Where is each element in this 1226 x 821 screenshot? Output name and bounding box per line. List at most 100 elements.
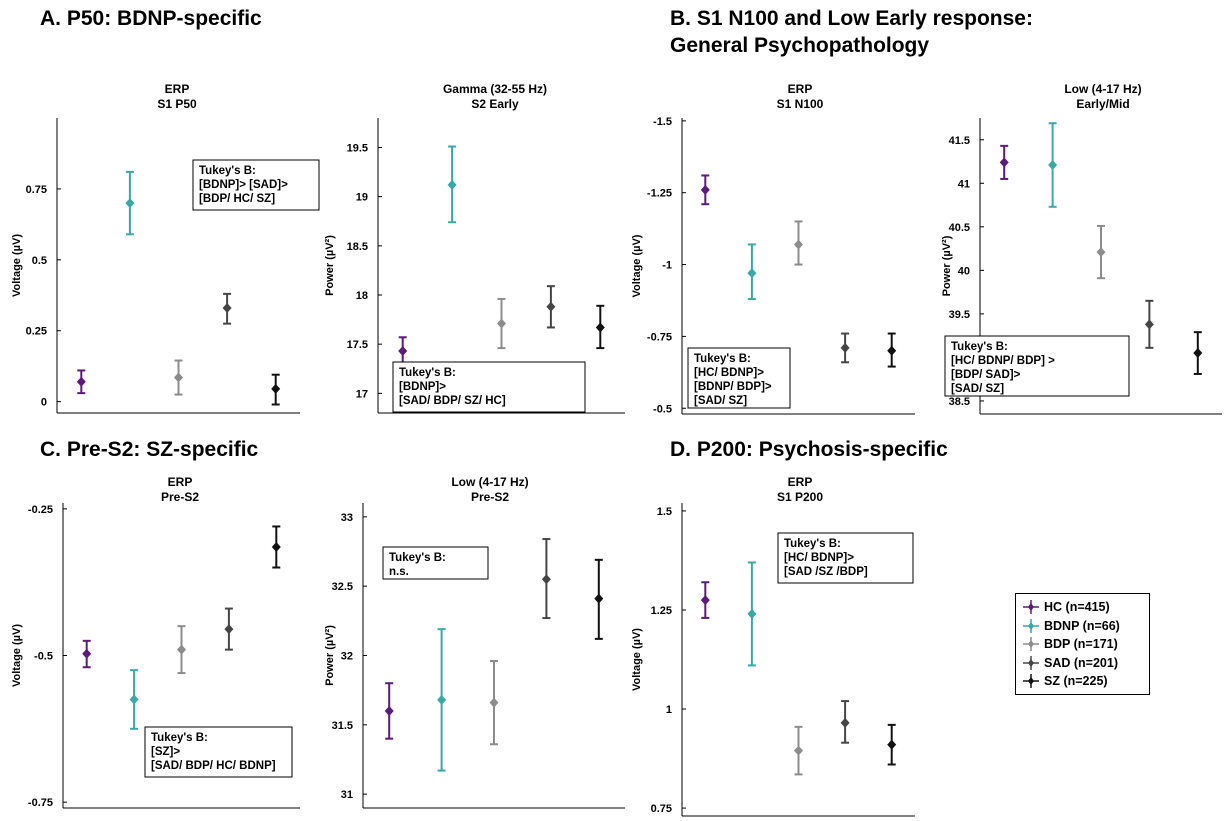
mean-marker bbox=[546, 301, 556, 312]
mean-marker bbox=[700, 184, 710, 195]
legend-label-sz: SZ (n=225) bbox=[1044, 674, 1108, 689]
data-point-hc bbox=[398, 336, 408, 366]
y-axis-label: Power (µV²) bbox=[324, 625, 336, 686]
mean-marker bbox=[497, 318, 506, 329]
annotation-line: Tukey's B: bbox=[389, 552, 446, 564]
data-point-sz bbox=[1193, 331, 1203, 375]
legend-label-bdp: BDP (n=171) bbox=[1044, 637, 1118, 652]
y-tick-label: 38.5 bbox=[949, 396, 970, 408]
mean-marker bbox=[1193, 348, 1203, 359]
y-tick-label: 41 bbox=[958, 178, 970, 190]
mean-marker bbox=[271, 541, 281, 552]
annotation-line: [BDNP/ BDP]> bbox=[694, 381, 772, 393]
y-tick-label: -1.5 bbox=[653, 116, 672, 128]
y-tick-label: -1.25 bbox=[647, 188, 672, 200]
annotation-line: [SAD/ BDP/ SZ/ HC] bbox=[399, 395, 506, 407]
y-tick-label: 31 bbox=[341, 789, 353, 801]
annotation-line: Tukey's B: bbox=[199, 165, 256, 177]
annotation-box bbox=[192, 159, 320, 211]
y-tick-label: 19 bbox=[356, 192, 368, 204]
data-point-sz bbox=[271, 525, 281, 569]
legend-item-sz: SZ (n=225) bbox=[1022, 672, 1143, 691]
y-axis-label: Voltage (µV) bbox=[631, 234, 643, 297]
data-point-bdnp bbox=[747, 561, 757, 667]
mean-marker bbox=[271, 383, 281, 394]
data-point-bdnp bbox=[447, 145, 457, 224]
chart-title: ERP bbox=[165, 82, 190, 96]
annotation-line: Tukey's B: bbox=[399, 367, 456, 379]
y-axis-label: Power (µV²) bbox=[324, 235, 336, 296]
mean-marker bbox=[447, 179, 457, 190]
y-tick-label: -0.75 bbox=[28, 797, 53, 809]
section-title-c: C. Pre-S2: SZ-specific bbox=[40, 438, 259, 461]
chart-title: ERP bbox=[788, 82, 813, 96]
y-tick-label: 39.5 bbox=[949, 309, 970, 321]
annotation-line: Tukey's B: bbox=[951, 341, 1008, 353]
data-point-sz bbox=[595, 304, 605, 350]
chart-subtitle: Early/Mid bbox=[1076, 97, 1129, 111]
annotation-line: [BDP/ HC/ SZ] bbox=[199, 193, 275, 205]
data-point-bdnp bbox=[437, 628, 447, 772]
legend-label-bdnp: BDNP (n=66) bbox=[1044, 618, 1120, 633]
chart-panel-2: Gamma (32-55 Hz)S2 Early 17 17.5 18 18.5 19 19… bbox=[324, 82, 625, 414]
section-title-d: D. P200: Psychosis-specific bbox=[670, 438, 948, 461]
chart-panel-6: Low (4-17 Hz)Pre-S2 31 31.5 32 32.5 33 Power (… bbox=[324, 475, 625, 809]
data-point-sad bbox=[1144, 299, 1154, 349]
chart-subtitle: S2 Early bbox=[471, 97, 519, 111]
data-point-bdnp bbox=[1048, 122, 1058, 208]
mean-marker bbox=[999, 157, 1009, 168]
y-tick-label: 1 bbox=[666, 704, 672, 716]
legend-item-bdp: BDP (n=171) bbox=[1022, 635, 1143, 654]
chart-subtitle: S1 N100 bbox=[777, 97, 824, 111]
chart-title: Low (4-17 Hz) bbox=[451, 475, 528, 489]
mean-marker bbox=[887, 345, 897, 356]
data-point-bdp bbox=[174, 359, 183, 396]
y-axis-label: Voltage (µV) bbox=[11, 624, 23, 687]
mean-marker bbox=[747, 268, 757, 279]
chart-title: ERP bbox=[788, 475, 813, 489]
data-point-sad bbox=[546, 285, 556, 329]
y-tick-label: 19.5 bbox=[347, 143, 368, 155]
data-point-sz bbox=[887, 332, 897, 368]
legend-marker-icon bbox=[1023, 655, 1039, 670]
annotation-line: Tukey's B: bbox=[694, 353, 751, 365]
mean-marker bbox=[76, 376, 86, 387]
y-tick-label: 32.5 bbox=[332, 581, 353, 593]
mean-marker bbox=[1048, 160, 1058, 171]
y-tick-label: 18 bbox=[356, 290, 368, 302]
legend-label-hc: HC (n=415) bbox=[1044, 600, 1110, 615]
y-tick-label: 17.5 bbox=[347, 339, 368, 351]
data-point-sad bbox=[840, 700, 850, 744]
mean-marker bbox=[129, 694, 139, 705]
mean-marker bbox=[222, 303, 232, 314]
y-tick-label: 33 bbox=[341, 512, 353, 524]
annotation-line: [SZ]> bbox=[151, 746, 180, 758]
annotation-line: [SAD/ SZ] bbox=[694, 395, 747, 407]
y-tick-label: -0.25 bbox=[28, 504, 53, 516]
chart-title: ERP bbox=[168, 475, 193, 489]
legend-marker-icon bbox=[1023, 674, 1039, 689]
data-point-sz bbox=[594, 558, 604, 640]
annotation-line: [BDNP]> [SAD]> bbox=[199, 179, 288, 191]
data-point-hc bbox=[82, 639, 92, 669]
data-point-sad bbox=[224, 607, 234, 651]
chart-subtitle: S1 P200 bbox=[777, 490, 823, 504]
legend-item-hc: HC (n=415) bbox=[1022, 598, 1143, 617]
data-point-bdp bbox=[794, 220, 803, 266]
y-tick-label: 40.5 bbox=[949, 222, 970, 234]
annotation-box bbox=[392, 361, 586, 413]
mean-marker bbox=[747, 608, 757, 619]
y-tick-label: 0 bbox=[41, 397, 47, 409]
y-axis-label: Voltage (µV) bbox=[631, 628, 643, 691]
data-point-hc bbox=[76, 369, 86, 395]
annotation-line: [BDNP]> bbox=[399, 381, 446, 393]
data-point-sad bbox=[541, 538, 551, 620]
annotation-line: [HC/ BDNP/ BDP] > bbox=[951, 355, 1055, 367]
annotation-line: [SAD/ BDP/ HC/ BDNP] bbox=[151, 760, 276, 772]
mean-marker bbox=[840, 717, 850, 728]
mean-marker bbox=[595, 322, 605, 333]
